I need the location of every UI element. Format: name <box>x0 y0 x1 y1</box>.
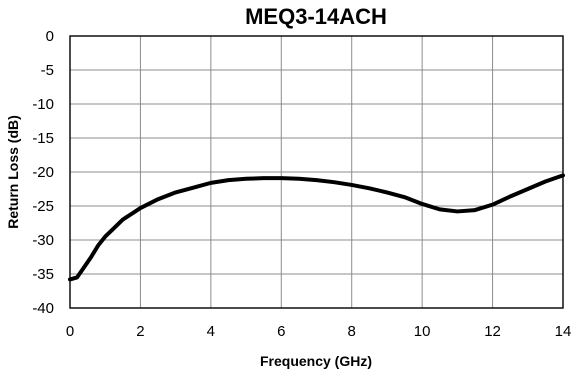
y-tick-label: 0 <box>46 28 54 45</box>
series-layer <box>68 173 565 282</box>
chart-title: MEQ3-14ACH <box>245 4 387 29</box>
y-axis-label: Return Loss (dB) <box>5 115 21 229</box>
grid-layer <box>70 36 563 308</box>
y-tick-label: -25 <box>32 198 54 215</box>
x-tick-labels: 0 2 4 6 8 10 12 14 <box>66 323 572 340</box>
x-tick-label: 14 <box>555 323 572 340</box>
y-tick-label: -5 <box>41 62 54 79</box>
x-tick-label: 6 <box>277 323 285 340</box>
x-tick-label: 0 <box>66 323 74 340</box>
y-tick-label: -35 <box>32 266 54 283</box>
series-line <box>68 173 565 282</box>
y-tick-label: -20 <box>32 164 54 181</box>
x-tick-label: 12 <box>484 323 501 340</box>
x-tick-label: 10 <box>414 323 431 340</box>
x-tick-label: 4 <box>207 323 215 340</box>
y-tick-label: -15 <box>32 130 54 147</box>
plot-area <box>69 35 564 309</box>
y-tick-label: -40 <box>32 300 54 317</box>
y-tick-label: -30 <box>32 232 54 249</box>
x-axis-label: Frequency (GHz) <box>260 353 372 369</box>
x-tick-label: 8 <box>348 323 356 340</box>
x-tick-label: 2 <box>136 323 144 340</box>
y-tick-label: -10 <box>32 96 54 113</box>
y-tick-labels: 0 -5 -10 -15 -20 -25 -30 -35 -40 <box>32 28 54 317</box>
